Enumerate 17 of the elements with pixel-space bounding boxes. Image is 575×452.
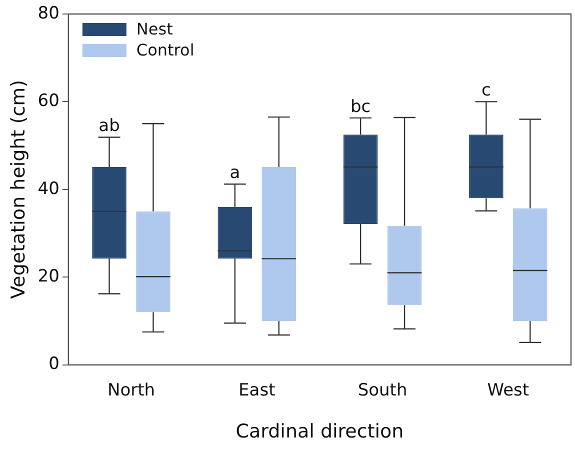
annotation: bc bbox=[350, 96, 371, 117]
annotation: c bbox=[482, 80, 491, 101]
y-tick-label: 0 bbox=[48, 354, 60, 374]
legend-label: Nest bbox=[136, 20, 173, 39]
annotation: a bbox=[230, 163, 240, 184]
y-tick-label: 20 bbox=[38, 266, 60, 287]
y-tick-label: 40 bbox=[38, 178, 60, 199]
x-tick-label: South bbox=[358, 380, 408, 400]
x-tick-label: East bbox=[238, 380, 276, 400]
annotation: ab bbox=[98, 116, 120, 136]
x-tick-label: West bbox=[487, 380, 530, 400]
y-tick-label: 80 bbox=[38, 3, 60, 24]
y-tick-label: 60 bbox=[38, 91, 60, 112]
x-tick-label: North bbox=[107, 380, 156, 400]
y-axis-title: Vegetation height (cm) bbox=[7, 80, 30, 299]
x-axis-title: Cardinal direction bbox=[236, 420, 404, 443]
legend-label: Control bbox=[136, 40, 194, 60]
